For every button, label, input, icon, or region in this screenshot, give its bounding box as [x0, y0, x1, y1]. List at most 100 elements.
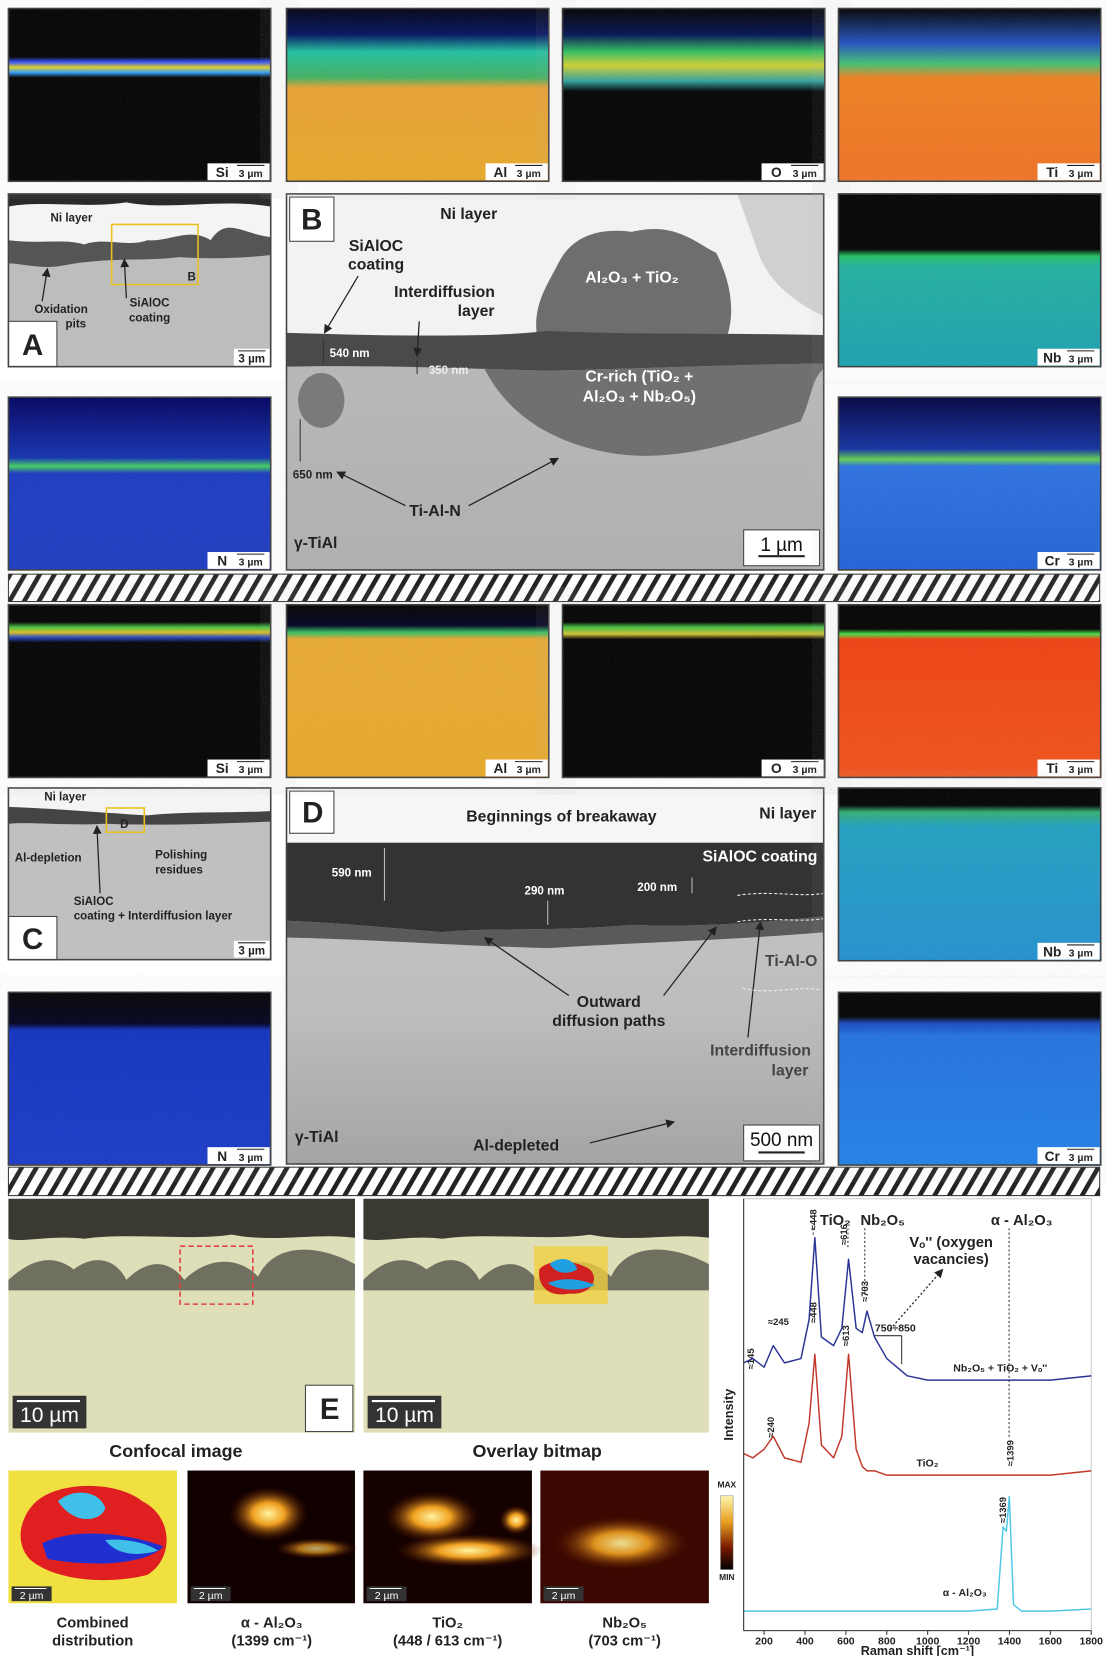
- map-region: [274, 1538, 358, 1559]
- colorbar: [720, 1496, 733, 1570]
- map-region: [553, 1516, 690, 1571]
- caption: (703 cm⁻¹): [588, 1633, 661, 1649]
- label: residues: [155, 864, 203, 876]
- scale-label: 3 µm: [517, 764, 541, 776]
- colorbar-label: MAX: [717, 1479, 736, 1489]
- label: 290 nm: [525, 885, 565, 897]
- panel-letter: E: [320, 1393, 340, 1426]
- panel-e: 10 µm E 10 µm Confocal image Overlay bit…: [8, 1199, 708, 1461]
- map-noise: [562, 9, 824, 182]
- map-noise: [8, 992, 270, 1165]
- map-noise: [8, 397, 270, 570]
- element-label: Si: [216, 761, 229, 776]
- peak-label: ≈448: [808, 1209, 819, 1230]
- label: Ni layer: [440, 206, 497, 223]
- label: Interdiffusion: [710, 1043, 811, 1060]
- element-label: Si: [216, 165, 229, 180]
- caption: distribution: [52, 1633, 133, 1649]
- series-label: Nb₂O₅ + TiO₂ + Vₒ'': [953, 1363, 1047, 1375]
- map-noise: [287, 605, 549, 778]
- scale-label: 2 µm: [20, 1590, 44, 1602]
- label: Al-depleted: [473, 1137, 559, 1154]
- x-tick-label: 1400: [998, 1635, 1022, 1647]
- peak-header: α - Al₂O₃: [991, 1213, 1053, 1229]
- caption: (448 / 613 cm⁻¹): [393, 1633, 502, 1649]
- caption: (1399 cm⁻¹): [231, 1633, 312, 1649]
- label: 350 nm: [429, 365, 469, 377]
- scale-label: 3 µm: [238, 945, 265, 957]
- al2o3-map: [187, 1471, 358, 1604]
- label: 590 nm: [332, 867, 372, 879]
- scale-label: 3 µm: [793, 764, 817, 776]
- caption: α - Al₂O₃: [241, 1615, 303, 1631]
- label: B: [187, 271, 195, 283]
- scale-label: 3 µm: [793, 168, 817, 180]
- scale-label: 3 µm: [239, 764, 263, 776]
- map-noise: [562, 605, 824, 778]
- eds-map: Al 3 µm: [287, 605, 549, 778]
- eds-map: O3 µm: [562, 605, 824, 778]
- combined-map: [8, 1471, 177, 1604]
- caption: Combined: [57, 1615, 129, 1631]
- element-label: Nb: [1043, 945, 1061, 960]
- label: coating: [348, 257, 404, 274]
- label: γ-TiAl: [295, 1129, 339, 1146]
- scale-label: 500 nm: [750, 1130, 813, 1151]
- peak-header: Nb₂O₅: [860, 1213, 904, 1229]
- map-noise: [838, 194, 1100, 367]
- label: Outward: [577, 994, 641, 1011]
- eds-map: Al 3 µm: [287, 9, 549, 182]
- page: Ni layer Oxidation pits SiAlOC coating B…: [0, 0, 1106, 1656]
- series-label: α - Al₂O₃: [943, 1587, 987, 1599]
- y-axis-label: Intensity: [722, 1389, 736, 1441]
- eds-map: Ti3 µm: [838, 9, 1100, 182]
- scale-label: 1 µm: [760, 535, 802, 556]
- map-noise: [838, 788, 1100, 961]
- scale-label: 10 µm: [375, 1404, 434, 1427]
- eds-map: Nb3 µm: [838, 788, 1100, 961]
- map-region: [229, 1486, 309, 1541]
- annotation: vacancies): [913, 1252, 988, 1268]
- scale-label: 3 µm: [517, 168, 541, 180]
- map-noise: [838, 992, 1100, 1165]
- label: 200 nm: [637, 882, 677, 894]
- label: Oxidation: [34, 304, 87, 316]
- panel-d: D Beginnings of breakaway Ni layer SiAlO…: [287, 788, 824, 1164]
- label: Polishing: [155, 850, 207, 862]
- element-label: Nb: [1043, 350, 1061, 365]
- eds-map: Si 3 µm: [8, 605, 270, 778]
- scale-label: 2 µm: [199, 1590, 223, 1602]
- label: layer: [458, 303, 495, 320]
- map-noise: [8, 605, 270, 778]
- peak-label: ≈245: [768, 1317, 789, 1328]
- label: Ti-Al-O: [765, 953, 817, 970]
- label: coating: [129, 312, 170, 324]
- scale-label: 2 µm: [375, 1590, 399, 1602]
- x-axis-label: Raman shift [cm⁻¹]: [861, 1644, 974, 1656]
- x-tick-label: 600: [837, 1635, 855, 1647]
- scale-label: 3 µm: [239, 557, 263, 569]
- map-noise: [838, 9, 1100, 182]
- dark-top: [363, 1199, 708, 1240]
- eds-map: O 3 µm: [562, 9, 824, 182]
- label: Beginnings of breakaway: [466, 809, 657, 826]
- element-label: Al: [493, 165, 507, 180]
- optical-right: 10 µm: [363, 1199, 708, 1433]
- element-label: N: [217, 554, 227, 569]
- label: Cr-rich (TiO₂ +: [585, 368, 693, 385]
- peak-label: ≈703: [860, 1281, 871, 1302]
- label: Ti-Al-N: [409, 503, 460, 520]
- nb2o5-map: [540, 1471, 709, 1604]
- eds-map: Nb3 µm: [838, 194, 1100, 367]
- element-label: N: [217, 1149, 227, 1164]
- element-label: O: [771, 165, 782, 180]
- separator: [8, 1167, 1099, 1195]
- label: SiAlOC: [349, 238, 403, 255]
- caption: Confocal image: [109, 1441, 242, 1461]
- scale-label: 10 µm: [20, 1404, 79, 1427]
- element-label: Al: [493, 761, 507, 776]
- caption: Overlay bitmap: [473, 1441, 602, 1461]
- label: γ-TiAl: [294, 535, 338, 552]
